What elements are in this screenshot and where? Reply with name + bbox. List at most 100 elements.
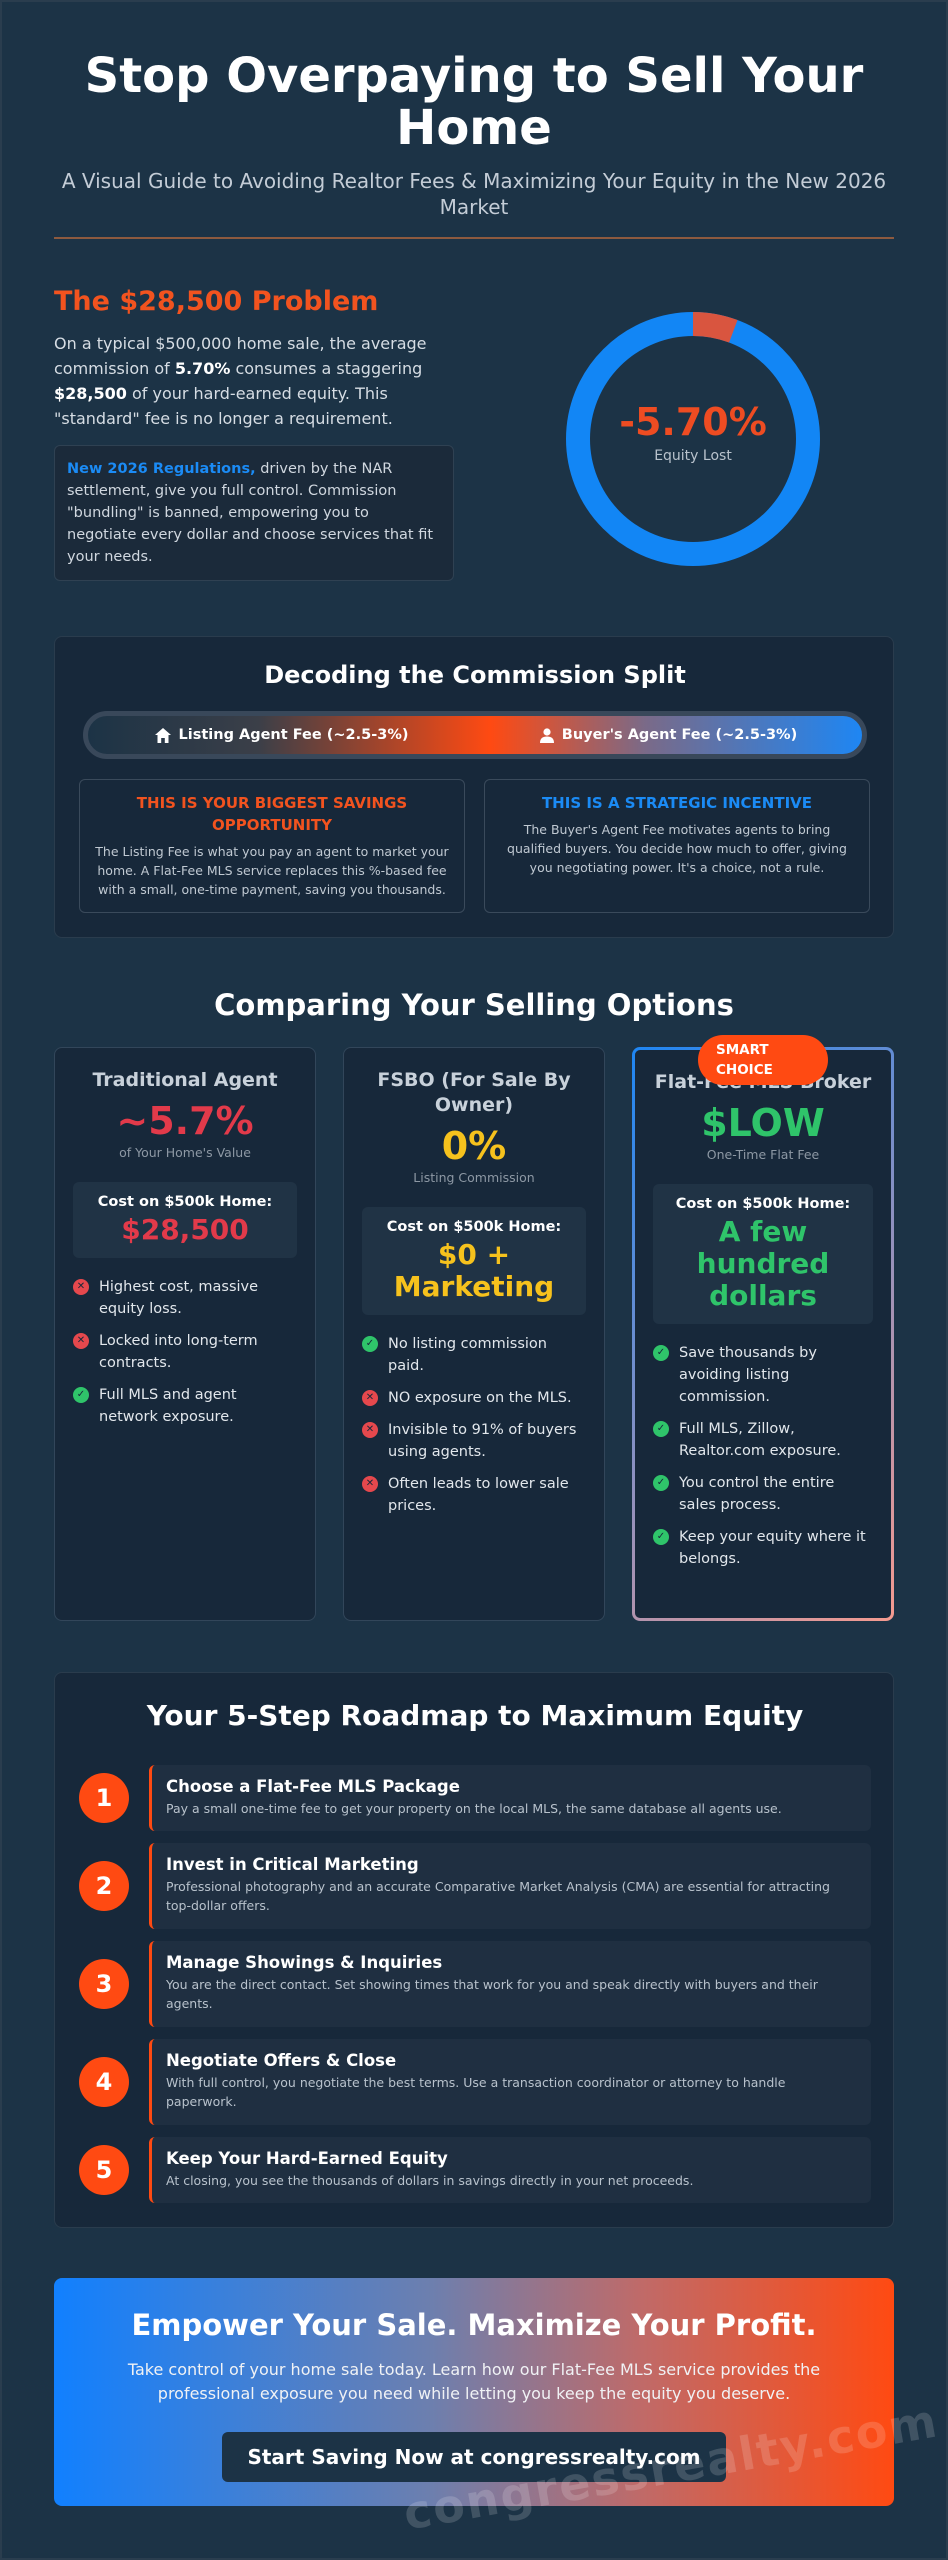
feature-item: ✓ Keep your equity where it belongs.: [653, 1526, 873, 1570]
step-number: 4: [79, 2057, 129, 2107]
regulation-text: driven by the NAR settlement, give you f…: [67, 461, 434, 565]
step-title: Invest in Critical Marketing: [166, 1855, 419, 1874]
check-icon: ✓: [653, 1529, 669, 1545]
home-icon: [154, 727, 171, 743]
feature-text: You control the entire sales process.: [679, 1475, 835, 1513]
step-number: 2: [79, 1861, 129, 1911]
cost-value: $28,500: [121, 1213, 249, 1246]
step-title: Negotiate Offers & Close: [166, 2051, 397, 2070]
x-icon: ✕: [362, 1390, 378, 1406]
feature-text: Save thousands by avoiding listing commi…: [679, 1345, 817, 1405]
problem-text-part-3: of your hard-earned equity. This "standa…: [54, 384, 393, 428]
option-card-traditional-agent: Traditional Agent ~5.7% of Your Home's V…: [54, 1047, 316, 1621]
x-icon: ✕: [362, 1422, 378, 1438]
cost-label: Cost on $500k Home:: [97, 1194, 273, 1210]
problem-section: The $28,500 Problem On a typical $500,00…: [54, 286, 454, 581]
option-value-subtext: of Your Home's Value: [119, 1145, 251, 1160]
option-value: $LOW: [701, 1101, 825, 1145]
listing-agent-fee-segment: Listing Agent Fee (~2.5-3%): [88, 716, 475, 754]
step-title: Manage Showings & Inquiries: [166, 1953, 443, 1972]
step-number: 5: [79, 2145, 129, 2195]
feature-text: Full MLS and agent network exposure.: [99, 1387, 237, 1425]
step-content: Negotiate Offers & Close With full contr…: [149, 2039, 871, 2125]
cost-value: A few hundred dollars: [696, 1215, 830, 1312]
option-card-flat-fee-mls: Flat-Fee MLS Broker $LOW One-Time Flat F…: [632, 1047, 894, 1621]
commission-amount: $28,500: [54, 384, 127, 403]
header-divider: [54, 237, 894, 239]
feature-text: NO exposure on the MLS.: [388, 1390, 572, 1406]
feature-list: ✓ Save thousands by avoiding listing comm…: [653, 1342, 873, 1570]
buyer-fee-explainer: THIS IS A STRATEGIC INCENTIVE The Buyer'…: [484, 779, 870, 913]
feature-item: ✓ You control the entire sales process.: [653, 1472, 873, 1516]
user-icon: [539, 727, 554, 743]
start-saving-button[interactable]: Start Saving Now at congressrealty.com: [222, 2432, 726, 2482]
step-text: You are the direct contact. Set showing …: [166, 1977, 818, 2011]
commission-split-card: Decoding the Commission Split Listing Ag…: [54, 636, 894, 938]
compare-title: Comparing Your Selling Options: [214, 988, 734, 1022]
cta-title: Empower Your Sale. Maximize Your Profit.: [131, 2308, 817, 2342]
listing-agent-fee-label: Listing Agent Fee (~2.5-3%): [178, 727, 409, 743]
listing-fee-explainer-text: The Listing Fee is what you pay an agent…: [95, 844, 449, 897]
x-icon: ✕: [73, 1333, 89, 1349]
check-icon: ✓: [362, 1336, 378, 1352]
problem-title: The $28,500 Problem: [54, 286, 379, 317]
split-bar: Listing Agent Fee (~2.5-3%) Buyer's Agen…: [83, 711, 867, 759]
equity-donut-chart: -5.70% Equity Lost: [566, 312, 820, 566]
option-value-subtext: Listing Commission: [413, 1170, 535, 1185]
buyer-fee-explainer-title: THIS IS A STRATEGIC INCENTIVE: [541, 794, 813, 812]
feature-text: Often leads to lower sale prices.: [388, 1476, 569, 1514]
donut-center: -5.70% Equity Lost: [566, 400, 820, 464]
option-value: 0%: [441, 1124, 507, 1168]
cost-box: Cost on $500k Home: $28,500: [73, 1182, 297, 1258]
smart-choice-badge: SMART CHOICE: [698, 1035, 828, 1085]
option-value-subtext: One-Time Flat Fee: [706, 1147, 820, 1162]
cost-value: $0 + Marketing: [393, 1238, 555, 1303]
option-name: FSBO (For Sale By Owner): [377, 1069, 571, 1116]
step-number: 3: [79, 1959, 129, 2009]
step-number: 1: [79, 1773, 129, 1823]
step-title: Keep Your Hard-Earned Equity: [166, 2149, 448, 2168]
split-title: Decoding the Commission Split: [264, 661, 686, 689]
problem-text: On a typical $500,000 home sale, the ave…: [54, 331, 454, 431]
step-content: Invest in Critical Marketing Professiona…: [149, 1843, 871, 1929]
feature-item: ✕ Highest cost, massive equity loss.: [73, 1276, 297, 1320]
cta-text: Take control of your home sale today. Le…: [127, 2360, 821, 2403]
buyers-agent-fee-segment: Buyer's Agent Fee (~2.5-3%): [475, 716, 862, 754]
roadmap-title: Your 5-Step Roadmap to Maximum Equity: [146, 1699, 804, 1732]
step-content: Keep Your Hard-Earned Equity At closing,…: [149, 2137, 871, 2203]
step-text: With full control, you negotiate the bes…: [166, 2075, 786, 2109]
feature-item: ✕ NO exposure on the MLS.: [362, 1387, 586, 1409]
donut-value: -5.70%: [619, 400, 767, 444]
regulation-box: New 2026 Regulations, driven by the NAR …: [54, 445, 454, 581]
feature-text: No listing commission paid.: [388, 1336, 547, 1374]
feature-item: ✕ Invisible to 91% of buyers using agents…: [362, 1419, 586, 1463]
check-icon: ✓: [653, 1345, 669, 1361]
donut-loss-segment: [566, 312, 820, 566]
regulation-highlight: New 2026 Regulations,: [67, 461, 256, 477]
roadmap-card: Your 5-Step Roadmap to Maximum Equity 1 …: [54, 1672, 894, 2228]
step-text: At closing, you see the thousands of dol…: [166, 2173, 694, 2188]
donut-svg: [566, 312, 820, 566]
feature-item: ✓ Save thousands by avoiding listing comm…: [653, 1342, 873, 1408]
cost-box: Cost on $500k Home: A few hundred dollar…: [653, 1184, 873, 1324]
step-text: Professional photography and an accurate…: [166, 1879, 830, 1913]
feature-text: Highest cost, massive equity loss.: [99, 1279, 259, 1317]
option-card-fsbo: FSBO (For Sale By Owner) 0% Listing Comm…: [343, 1047, 605, 1621]
problem-text-part-1: On a typical $500,000 home sale, the ave…: [54, 334, 427, 378]
page-subtitle: A Visual Guide to Avoiding Realtor Fees …: [61, 169, 887, 219]
check-icon: ✓: [73, 1387, 89, 1403]
commission-rate: 5.70%: [174, 359, 231, 378]
x-icon: ✕: [73, 1279, 89, 1295]
header: Stop Overpaying to Sell Your Home A Visu…: [54, 50, 894, 220]
step-title: Choose a Flat-Fee MLS Package: [166, 1777, 460, 1796]
feature-list: ✕ Highest cost, massive equity loss. ✕ Lock…: [73, 1276, 297, 1428]
feature-item: ✕ Locked into long-term contracts.: [73, 1330, 297, 1374]
feature-list: ✓ No listing commission paid. ✕ NO exposure…: [362, 1333, 586, 1517]
feature-text: Invisible to 91% of buyers using agents.: [388, 1422, 577, 1460]
buyers-agent-fee-label: Buyer's Agent Fee (~2.5-3%): [561, 727, 798, 743]
feature-item: ✓ Full MLS, Zillow, Realtor.com exposure.: [653, 1418, 873, 1462]
x-icon: ✕: [362, 1476, 378, 1492]
feature-text: Locked into long-term contracts.: [99, 1333, 258, 1371]
check-icon: ✓: [653, 1421, 669, 1437]
